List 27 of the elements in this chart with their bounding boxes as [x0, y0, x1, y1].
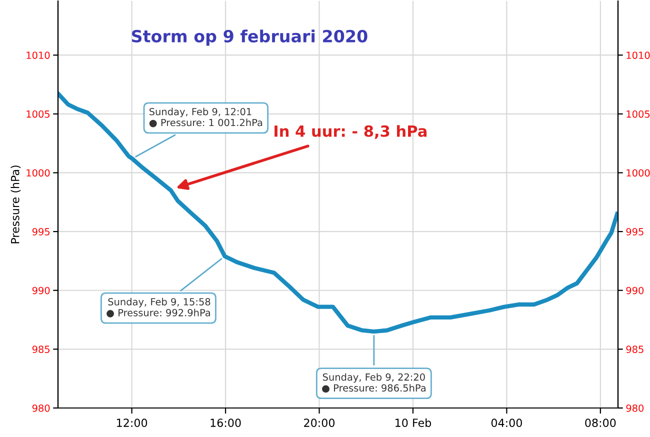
y2-tick-label: 990	[626, 286, 644, 294]
x-tick-label: 12:00	[117, 418, 148, 428]
y2-tick-label: 985	[626, 346, 644, 354]
y2-tick-label: 1005	[626, 110, 650, 118]
annotation: In 4 uur: - 8,3 hPa	[274, 125, 427, 139]
y-axis-title: Pressure (hPa)	[10, 166, 21, 244]
annotation: Sunday, Feb 9, 15:58 ● Pressure: 992.9hPa	[106, 298, 210, 318]
x-tick-label: 04:00	[491, 418, 522, 428]
x-tick-label: 10 Feb	[396, 418, 432, 428]
y2-tick-label: 980	[626, 404, 644, 412]
y-tick-label: 980	[32, 404, 50, 412]
y2-tick-label: 995	[626, 228, 644, 236]
y-tick-label: 1005	[26, 110, 50, 118]
line-series	[58, 92, 618, 334]
x-tick-label: 20:00	[304, 418, 335, 428]
annotation: Sunday, Feb 9, 22:20 ● Pressure: 986.5hPa	[322, 373, 426, 393]
y-tick-label: 1000	[26, 169, 50, 177]
y2-tick-label: 1000	[626, 169, 650, 177]
annotation: Sunday, Feb 9, 12:01 ● Pressure: 1 001.2hPa	[149, 108, 262, 128]
y2-tick-label: 1010	[626, 52, 650, 59]
y-tick-label: 995	[32, 228, 50, 236]
y-tick-label: 990	[32, 286, 50, 294]
x-tick-label: 16:00	[210, 418, 241, 428]
y-tick-label: 985	[32, 346, 50, 354]
x-tick-label: 08:00	[585, 418, 616, 428]
y-tick-label: 1010	[26, 52, 50, 59]
text: Storm op 9 februari 2020	[132, 30, 368, 46]
